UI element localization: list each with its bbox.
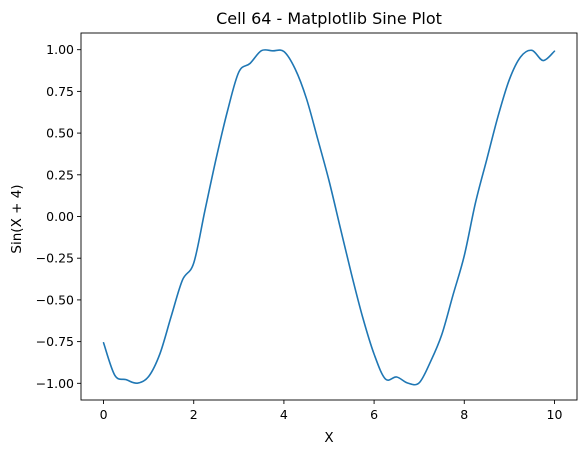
x-tick-label: 2	[190, 407, 198, 422]
plot-area	[80, 32, 578, 401]
x-tick-label: 4	[280, 407, 288, 422]
y-axis-label: Sin(X + 4)	[9, 184, 25, 253]
sine-series-line	[102, 48, 556, 386]
y-tick-label: 0.00	[46, 209, 74, 224]
y-tick-label: 0.50	[46, 126, 74, 141]
x-axis-label: X	[324, 430, 333, 446]
y-tick-label: 0.25	[46, 167, 74, 182]
y-tick-label: −0.50	[36, 292, 74, 307]
y-tick-label: −0.75	[36, 334, 74, 349]
x-tick-label: 6	[370, 407, 378, 422]
x-axis-ticks: 0 2 4 6 8 10	[100, 400, 563, 422]
y-tick-label: −1.00	[36, 376, 74, 391]
y-tick-label: 0.75	[46, 84, 74, 99]
y-axis-ticks: −1.00 −0.75 −0.50 −0.25 0.00 0.25 0.50 0.75 1.00	[36, 42, 81, 391]
chart-title: Cell 64 - Matplotlib Sine Plot	[216, 9, 442, 28]
y-tick-label: −0.25	[36, 251, 74, 266]
x-tick-label: 8	[460, 407, 468, 422]
y-tick-label: 1.00	[46, 42, 74, 57]
axes-frame	[80, 32, 578, 401]
x-tick-label: 0	[100, 407, 108, 422]
x-tick-label: 10	[547, 407, 563, 422]
